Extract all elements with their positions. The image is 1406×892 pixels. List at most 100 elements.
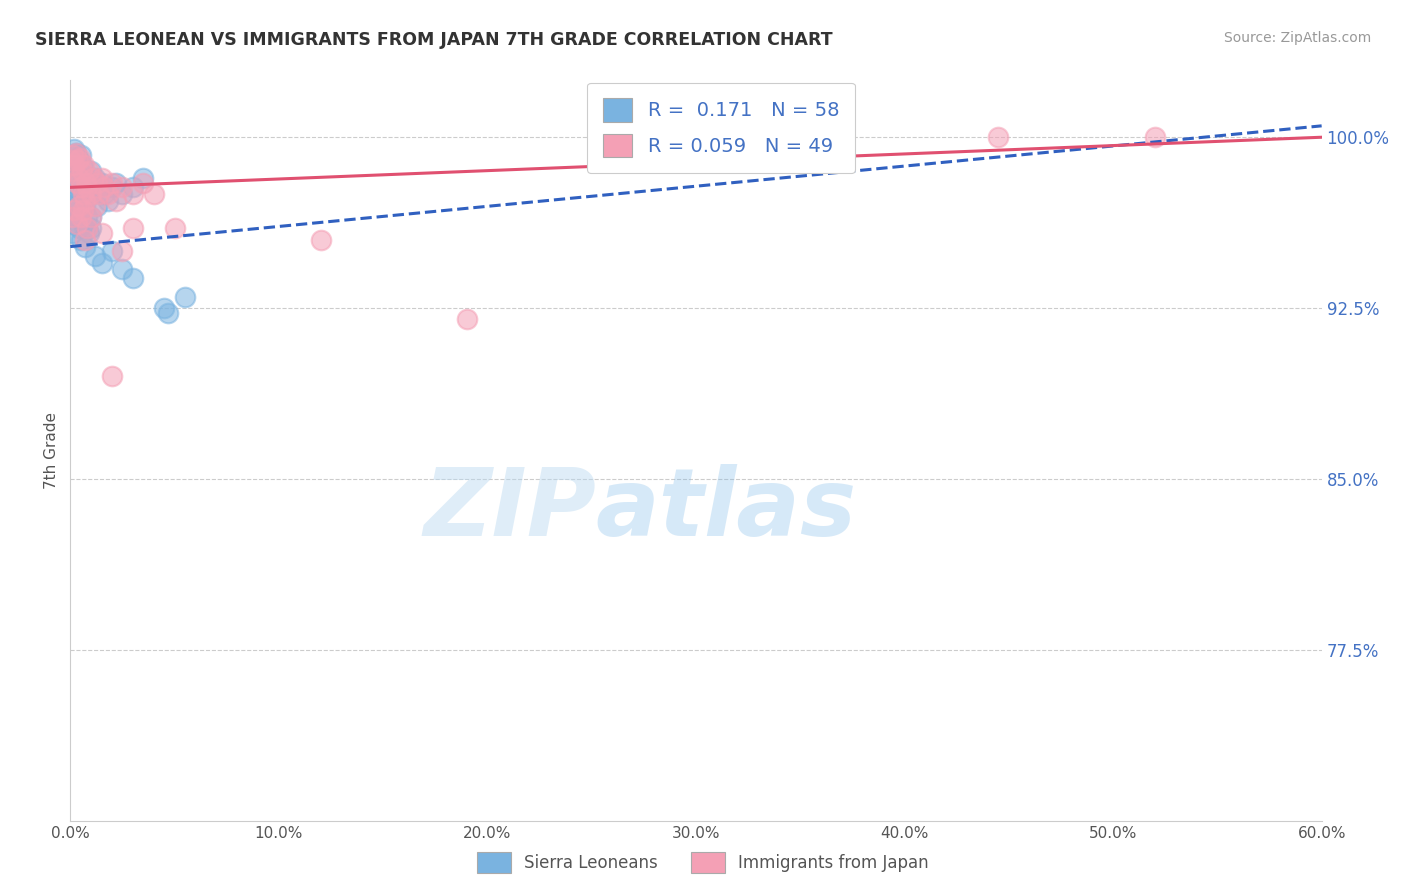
- Point: [63, 157, 86, 171]
- Point: [67, 194, 90, 208]
- Point: [105, 176, 128, 190]
- Text: Source: ZipAtlas.com: Source: ZipAtlas.com: [1223, 31, 1371, 45]
- Point: [86, 176, 108, 190]
- Y-axis label: 7th Grade: 7th Grade: [44, 412, 59, 489]
- Point: [132, 171, 155, 186]
- Point: [84, 171, 107, 186]
- Point: [111, 262, 134, 277]
- Point: [60, 164, 83, 178]
- Text: SIERRA LEONEAN VS IMMIGRANTS FROM JAPAN 7TH GRADE CORRELATION CHART: SIERRA LEONEAN VS IMMIGRANTS FROM JAPAN …: [35, 31, 832, 49]
- Point: [65, 198, 87, 212]
- Point: [65, 217, 87, 231]
- Point: [76, 210, 98, 224]
- Point: [80, 210, 103, 224]
- Point: [63, 180, 86, 194]
- Point: [157, 305, 180, 319]
- Point: [73, 198, 96, 212]
- Point: [101, 369, 124, 384]
- Point: [60, 187, 83, 202]
- Point: [101, 244, 124, 259]
- Point: [84, 249, 107, 263]
- Point: [76, 221, 98, 235]
- Point: [66, 153, 89, 167]
- Point: [86, 198, 108, 212]
- Point: [97, 194, 120, 208]
- Point: [309, 233, 332, 247]
- Point: [73, 169, 96, 183]
- Point: [67, 153, 90, 167]
- Point: [97, 187, 120, 202]
- Point: [65, 146, 87, 161]
- Point: [63, 217, 86, 231]
- Point: [80, 164, 103, 178]
- Point: [72, 217, 94, 231]
- Point: [69, 233, 91, 247]
- Point: [1143, 130, 1166, 145]
- Point: [76, 176, 98, 190]
- Point: [987, 130, 1010, 145]
- Point: [63, 203, 86, 218]
- Point: [69, 151, 91, 165]
- Point: [121, 187, 145, 202]
- Point: [70, 164, 93, 178]
- Point: [121, 180, 145, 194]
- Point: [105, 194, 128, 208]
- Point: [75, 176, 97, 190]
- Point: [101, 176, 124, 190]
- Point: [89, 187, 111, 202]
- Point: [90, 226, 112, 240]
- Point: [80, 221, 103, 235]
- Point: [121, 271, 145, 285]
- Text: ZIP: ZIP: [423, 464, 596, 556]
- Point: [456, 312, 478, 326]
- Point: [60, 164, 83, 178]
- Point: [90, 255, 112, 269]
- Point: [72, 160, 94, 174]
- Point: [69, 210, 91, 224]
- Point: [82, 171, 104, 186]
- Point: [174, 290, 197, 304]
- Point: [62, 148, 84, 162]
- Point: [84, 198, 107, 212]
- Point: [72, 187, 94, 202]
- Point: [63, 142, 86, 156]
- Point: [77, 164, 100, 178]
- Point: [76, 221, 98, 235]
- Point: [101, 180, 124, 194]
- Point: [90, 171, 112, 186]
- Point: [80, 210, 103, 224]
- Point: [62, 176, 84, 190]
- Point: [111, 180, 134, 194]
- Point: [82, 187, 104, 202]
- Point: [72, 203, 94, 218]
- Point: [66, 157, 89, 171]
- Point: [62, 148, 84, 162]
- Point: [76, 180, 98, 194]
- Point: [66, 210, 89, 224]
- Point: [73, 239, 96, 253]
- Point: [93, 180, 115, 194]
- Point: [72, 203, 94, 218]
- Point: [73, 194, 96, 208]
- Point: [69, 148, 91, 162]
- Point: [60, 153, 83, 167]
- Point: [111, 187, 134, 202]
- Point: [67, 171, 90, 186]
- Point: [60, 226, 83, 240]
- Point: [93, 187, 115, 202]
- Point: [121, 221, 145, 235]
- Point: [67, 198, 90, 212]
- Point: [60, 153, 83, 167]
- Legend: R =  0.171   N = 58, R = 0.059   N = 49: R = 0.171 N = 58, R = 0.059 N = 49: [588, 83, 855, 173]
- Point: [132, 176, 155, 190]
- Point: [73, 233, 96, 247]
- Point: [90, 176, 112, 190]
- Point: [111, 244, 134, 259]
- Point: [142, 187, 165, 202]
- Point: [77, 180, 100, 194]
- Text: atlas: atlas: [596, 464, 858, 556]
- Point: [89, 180, 111, 194]
- Point: [65, 210, 87, 224]
- Point: [69, 180, 91, 194]
- Point: [163, 221, 186, 235]
